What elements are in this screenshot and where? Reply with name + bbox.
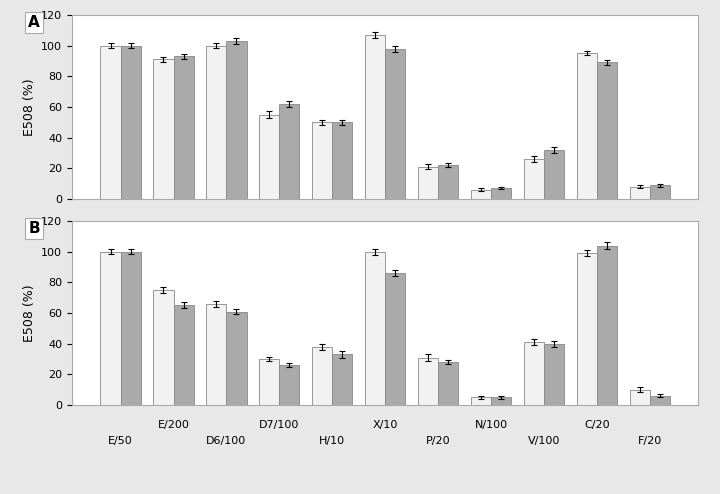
Bar <box>312 122 332 199</box>
Bar <box>101 45 120 199</box>
Bar <box>153 59 174 199</box>
Bar <box>597 246 617 405</box>
Bar <box>120 251 140 405</box>
Bar <box>524 159 544 199</box>
Text: N/100: N/100 <box>474 420 508 430</box>
Bar <box>577 53 597 199</box>
Y-axis label: E508 (%): E508 (%) <box>22 78 35 136</box>
Bar <box>630 390 650 405</box>
Text: E/50: E/50 <box>108 436 133 447</box>
Bar <box>471 190 491 199</box>
Text: X/10: X/10 <box>372 420 398 430</box>
Bar <box>259 359 279 405</box>
Bar <box>385 48 405 199</box>
Y-axis label: E508 (%): E508 (%) <box>22 284 35 342</box>
Bar <box>597 62 617 199</box>
Text: A: A <box>28 15 40 30</box>
Bar <box>438 165 458 199</box>
Bar <box>524 342 544 405</box>
Bar <box>174 56 194 199</box>
Text: E/200: E/200 <box>158 420 189 430</box>
Bar <box>226 312 246 405</box>
Bar <box>259 115 279 199</box>
Bar <box>365 35 385 199</box>
Bar <box>226 41 246 199</box>
Bar <box>332 122 352 199</box>
Bar <box>279 365 300 405</box>
Bar <box>471 397 491 405</box>
Bar <box>544 344 564 405</box>
Bar <box>438 362 458 405</box>
Bar <box>207 45 226 199</box>
Bar <box>491 397 511 405</box>
Bar <box>101 251 120 405</box>
Bar <box>630 187 650 199</box>
Bar <box>385 273 405 405</box>
Bar <box>279 104 300 199</box>
Text: F/20: F/20 <box>638 436 662 447</box>
Text: D7/100: D7/100 <box>259 420 300 430</box>
Text: B: B <box>28 221 40 236</box>
Text: V/100: V/100 <box>528 436 560 447</box>
Bar <box>418 166 438 199</box>
Bar <box>207 304 226 405</box>
Bar <box>153 290 174 405</box>
Text: D6/100: D6/100 <box>207 436 246 447</box>
Bar <box>365 251 385 405</box>
Bar <box>650 185 670 199</box>
Bar <box>650 396 670 405</box>
Bar <box>491 188 511 199</box>
Bar <box>544 150 564 199</box>
Text: P/20: P/20 <box>426 436 451 447</box>
Bar <box>312 347 332 405</box>
Bar <box>418 358 438 405</box>
Text: C/20: C/20 <box>584 420 610 430</box>
Text: H/10: H/10 <box>319 436 346 447</box>
Bar <box>120 45 140 199</box>
Bar <box>332 355 352 405</box>
Bar <box>577 253 597 405</box>
Bar <box>174 305 194 405</box>
